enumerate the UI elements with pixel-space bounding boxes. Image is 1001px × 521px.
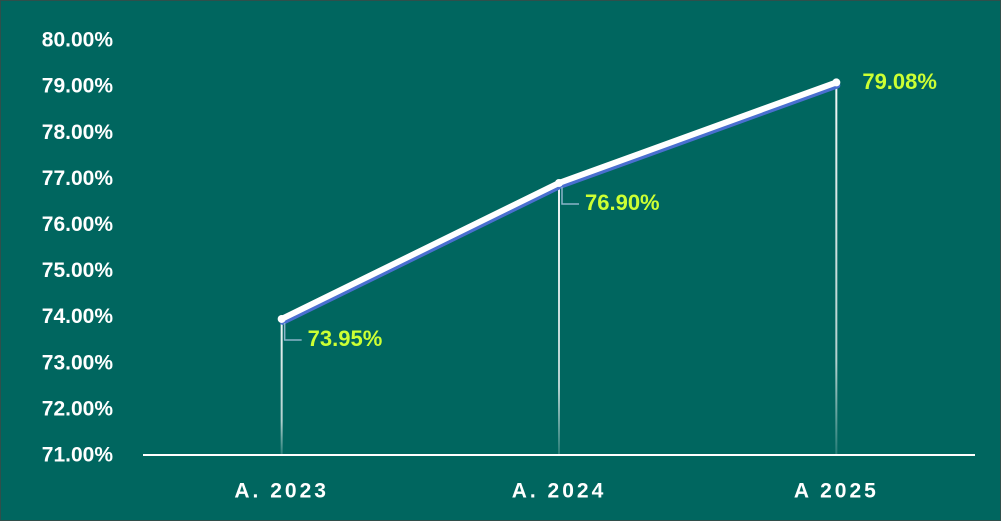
data-label: 79.08% <box>862 69 937 94</box>
point <box>277 314 286 323</box>
point <box>832 78 841 87</box>
data-label: 73.95% <box>308 326 383 351</box>
drop-line <box>280 318 283 455</box>
y-tick-label: 73.00% <box>42 351 114 374</box>
y-tick-label: 74.00% <box>42 305 114 328</box>
y-tick-label: 75.00% <box>42 259 114 282</box>
y-tick-label: 80.00% <box>42 29 114 52</box>
drop-line <box>835 82 838 455</box>
y-tick-label: 76.00% <box>42 213 114 236</box>
point <box>555 178 563 187</box>
data-label: 76.90% <box>585 190 660 215</box>
leader-line <box>561 186 579 205</box>
x-tick-label: A. 2023 <box>234 480 329 503</box>
y-tick-label: 72.00% <box>42 397 114 420</box>
x-tick-label: A. 2024 <box>512 480 607 503</box>
x-tick-label: A 2025 <box>794 480 879 503</box>
y-tick-label: 77.00% <box>42 167 114 190</box>
leader-line <box>283 322 302 341</box>
y-tick-label: 78.00% <box>42 121 114 144</box>
y-tick-label: 79.00% <box>42 75 114 98</box>
y-tick-label: 71.00% <box>42 444 114 467</box>
drop-line <box>558 182 560 455</box>
